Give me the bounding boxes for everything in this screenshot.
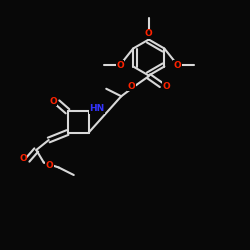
Text: O: O [174,60,182,70]
Text: O: O [49,97,57,106]
Text: O: O [145,29,152,38]
Text: O: O [162,82,170,91]
Text: O: O [19,154,27,163]
Text: O: O [128,82,135,91]
Text: O: O [116,60,124,70]
Text: O: O [45,160,53,170]
Text: HN: HN [89,104,104,113]
